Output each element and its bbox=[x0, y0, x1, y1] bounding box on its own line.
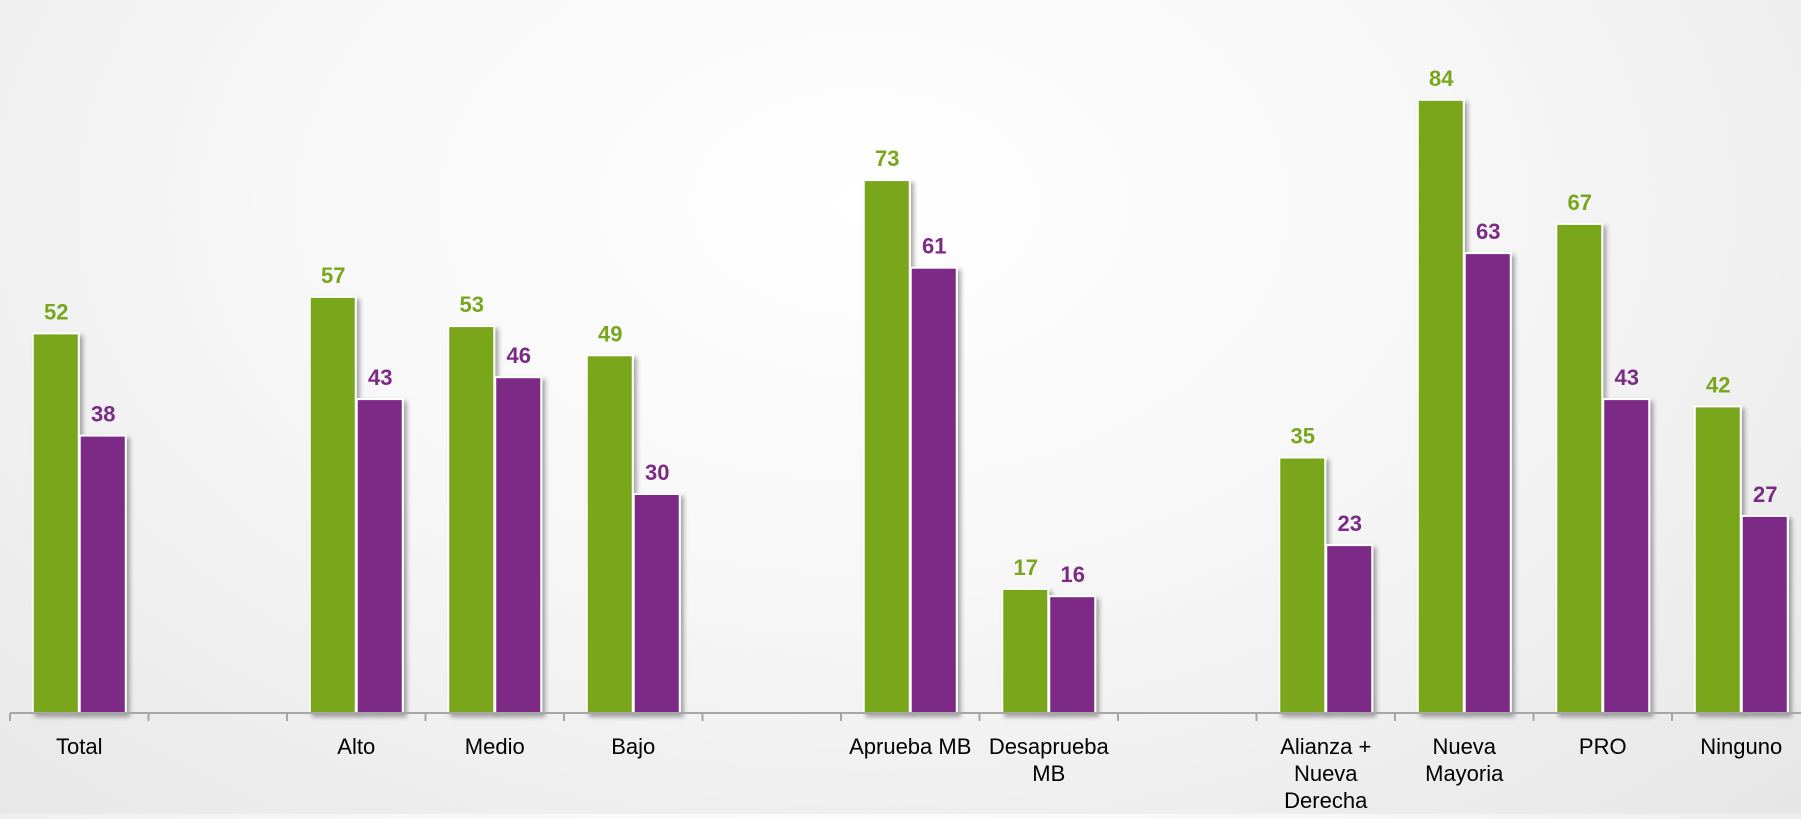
data-label-series-1-cat-11: 84 bbox=[1429, 66, 1454, 91]
bar-series-2-cat-3 bbox=[355, 398, 404, 714]
bar-series-1-cat-3 bbox=[308, 295, 357, 714]
data-label-series-1-cat-1: 52 bbox=[44, 299, 68, 324]
data-label-series-2-cat-11: 63 bbox=[1476, 219, 1500, 244]
bar-series-1-cat-13 bbox=[1693, 405, 1742, 714]
bar-series-2-cat-11 bbox=[1463, 252, 1512, 714]
data-label-series-2-cat-7: 61 bbox=[922, 234, 946, 259]
bar-series-2-cat-4 bbox=[494, 376, 543, 714]
bar-series-2-cat-12 bbox=[1602, 398, 1651, 714]
data-label-series-1-cat-3: 57 bbox=[321, 263, 345, 288]
data-label-series-1-cat-7: 73 bbox=[875, 146, 899, 171]
data-label-series-2-cat-10: 23 bbox=[1338, 511, 1362, 536]
data-label-series-1-cat-5: 49 bbox=[598, 321, 622, 346]
x-tick-label: Aprueba MB bbox=[849, 734, 971, 759]
x-axis bbox=[9, 712, 1801, 721]
x-tick-label: Medio bbox=[465, 734, 525, 759]
data-label-series-2-cat-3: 43 bbox=[368, 365, 392, 390]
x-tick-label: PRO bbox=[1579, 734, 1627, 759]
x-tick-label: Desaprueba MB bbox=[989, 734, 1110, 786]
bar-series-2-cat-5 bbox=[632, 493, 681, 714]
category-labels: Total Alto Medio Bajo Aprueba MB Desaprueba MB… bbox=[56, 734, 1782, 813]
bar-series-1-cat-4 bbox=[447, 325, 496, 714]
bar-series-2-cat-10 bbox=[1325, 544, 1374, 714]
data-label-series-2-cat-8: 16 bbox=[1061, 562, 1085, 587]
x-tick-label: Alto bbox=[337, 734, 375, 759]
bar-series-2-cat-1 bbox=[78, 434, 127, 714]
x-tick-label: Alianza + Nueva Derecha bbox=[1280, 734, 1371, 813]
x-tick-label: Ninguno bbox=[1700, 734, 1782, 759]
data-label-series-1-cat-12: 67 bbox=[1568, 190, 1592, 215]
data-label-series-1-cat-13: 42 bbox=[1706, 372, 1730, 397]
data-label-series-2-cat-13: 27 bbox=[1753, 482, 1777, 507]
data-label-series-2-cat-5: 30 bbox=[645, 460, 669, 485]
bar-series-1-cat-1 bbox=[31, 332, 80, 714]
bar-series-2-cat-8 bbox=[1048, 595, 1097, 715]
x-tick-label: Total bbox=[56, 734, 102, 759]
bars-layer bbox=[31, 98, 1789, 715]
bar-series-1-cat-8 bbox=[1001, 587, 1050, 715]
bar-series-2-cat-7 bbox=[909, 266, 958, 714]
data-label-series-1-cat-10: 35 bbox=[1291, 424, 1315, 449]
data-label-series-1-cat-8: 17 bbox=[1014, 555, 1038, 580]
x-tick-label: Bajo bbox=[611, 734, 655, 759]
bar-series-1-cat-10 bbox=[1278, 456, 1327, 714]
bar-series-2-cat-13 bbox=[1740, 514, 1789, 715]
bar-series-1-cat-7 bbox=[862, 179, 911, 715]
value-labels: 52 38 57 43 53 46 49 30 73 61 17 16 35 23 84 63 67 43 42 27 bbox=[44, 66, 1777, 587]
data-label-series-2-cat-12: 43 bbox=[1615, 365, 1639, 390]
data-label-series-2-cat-4: 46 bbox=[507, 343, 531, 368]
bar-series-1-cat-11 bbox=[1416, 98, 1465, 715]
bar-series-1-cat-12 bbox=[1555, 222, 1604, 714]
data-label-series-2-cat-1: 38 bbox=[91, 402, 115, 427]
data-label-series-1-cat-4: 53 bbox=[460, 292, 484, 317]
x-tick-label: Nueva Mayoria bbox=[1425, 734, 1504, 786]
bar-series-1-cat-5 bbox=[585, 354, 634, 714]
